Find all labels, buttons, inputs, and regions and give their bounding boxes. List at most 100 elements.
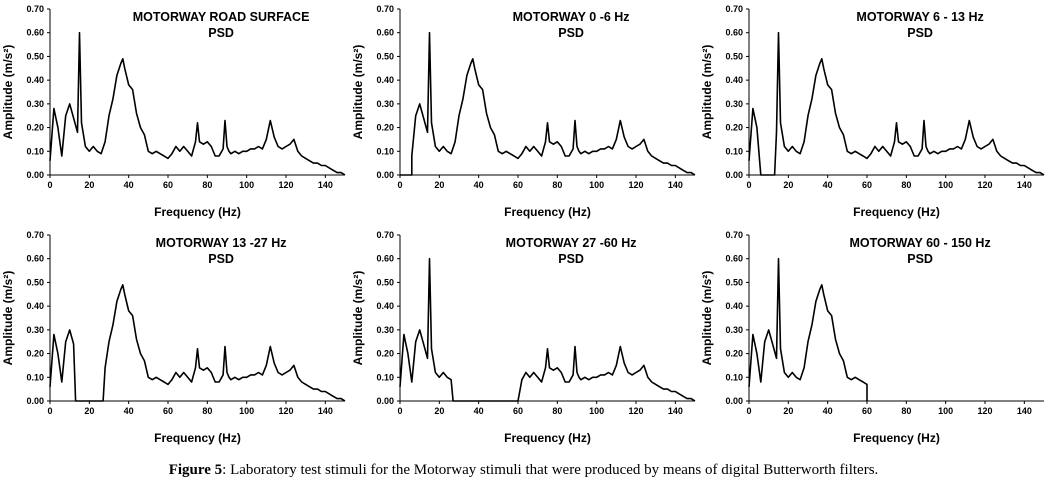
y-tick-label: 0.60	[376, 28, 394, 38]
figure-caption-text: : Laboratory test stimuli for the Motorw…	[222, 462, 879, 478]
x-tick-label: 0	[397, 406, 402, 416]
x-axis-label: Frequency (Hz)	[154, 431, 241, 445]
y-tick-label: 0.50	[376, 51, 394, 61]
psd-series-line	[49, 31, 346, 176]
x-tick-label: 40	[823, 406, 833, 416]
x-axis-label: Frequency (Hz)	[504, 205, 591, 219]
psd-series-line	[748, 31, 1045, 176]
y-tick-label: 0.70	[725, 230, 743, 240]
y-tick-label: 0.00	[26, 170, 44, 180]
psd-series-line	[400, 31, 696, 176]
x-tick-label: 100	[589, 406, 604, 416]
y-tick-label: 0.70	[725, 4, 743, 14]
y-tick-label: 0.30	[26, 99, 44, 109]
y-tick-label: 0.40	[376, 301, 394, 311]
y-tick-label: 0.20	[376, 123, 394, 133]
y-tick-label: 0.70	[26, 4, 44, 14]
x-tick-label: 40	[474, 406, 484, 416]
y-tick-label: 0.50	[26, 51, 44, 61]
x-tick-label: 20	[434, 180, 444, 190]
y-tick-label: 0.20	[26, 349, 44, 359]
x-tick-label: 120	[977, 180, 992, 190]
x-tick-label: 80	[901, 406, 911, 416]
x-tick-label: 100	[239, 180, 254, 190]
x-tick-label: 120	[977, 406, 992, 416]
y-tick-label: 0.60	[376, 254, 394, 264]
psd-series-line	[399, 257, 696, 402]
x-axis-label: Frequency (Hz)	[154, 205, 241, 219]
x-tick-label: 140	[1017, 180, 1032, 190]
x-tick-label: 100	[589, 180, 604, 190]
y-tick-label: 0.50	[725, 277, 743, 287]
x-tick-label: 40	[823, 180, 833, 190]
y-tick-label: 0.50	[725, 51, 743, 61]
y-tick-label: 0.00	[376, 170, 394, 180]
x-tick-label: 100	[938, 180, 953, 190]
x-tick-label: 120	[628, 180, 643, 190]
psd-series-line	[49, 284, 346, 402]
chart-subtitle: PSD	[907, 26, 933, 40]
y-tick-label: 0.70	[376, 4, 394, 14]
chart-subtitle: PSD	[907, 252, 933, 266]
y-tick-label: 0.60	[26, 254, 44, 264]
x-tick-label: 80	[552, 180, 562, 190]
y-tick-label: 0.00	[376, 396, 394, 406]
y-tick-label: 0.70	[26, 230, 44, 240]
x-tick-label: 120	[628, 406, 643, 416]
x-tick-label: 0	[47, 180, 52, 190]
x-tick-label: 80	[552, 406, 562, 416]
y-tick-label: 0.20	[26, 123, 44, 133]
x-tick-label: 20	[84, 406, 94, 416]
y-tick-label: 0.40	[725, 75, 743, 85]
figure-caption: Figure 5: Laboratory test stimuli for th…	[0, 462, 1047, 479]
y-tick-label: 0.70	[376, 230, 394, 240]
y-tick-label: 0.10	[26, 146, 44, 156]
psd-chart-3: 0.00 0.10 0.20 0.30 0.40 0.50 0.60 0.70 0 20 40 60 8…	[700, 4, 1045, 219]
chart-subtitle: PSD	[558, 26, 584, 40]
chart-title: MOTORWAY 60 - 150 Hz	[849, 236, 990, 250]
x-tick-label: 60	[513, 406, 523, 416]
chart-subtitle: PSD	[208, 26, 234, 40]
y-axis-label: Amplitude (m/s²)	[700, 45, 714, 140]
x-tick-label: 0	[47, 406, 52, 416]
x-axis-label: Frequency (Hz)	[853, 205, 940, 219]
x-axis-label: Frequency (Hz)	[504, 431, 591, 445]
x-tick-label: 140	[668, 406, 683, 416]
x-tick-label: 60	[513, 180, 523, 190]
chart-title: MOTORWAY 27 -60 Hz	[506, 236, 637, 250]
y-tick-label: 0.10	[725, 372, 743, 382]
y-axis-label: Amplitude (m/s²)	[351, 45, 365, 140]
y-tick-label: 0.00	[26, 396, 44, 406]
psd-chart-grid: 0.00 0.10 0.20 0.30 0.40 0.50 0.60 0.70 0 20 40 60 8…	[1, 4, 1045, 445]
y-tick-label: 0.20	[376, 349, 394, 359]
y-tick-label: 0.60	[725, 28, 743, 38]
y-tick-label: 0.10	[26, 372, 44, 382]
y-axis-label: Amplitude (m/s²)	[1, 271, 15, 366]
chart-title: MOTORWAY 13 -27 Hz	[156, 236, 287, 250]
y-tick-label: 0.20	[725, 349, 743, 359]
x-tick-label: 80	[202, 406, 212, 416]
x-tick-label: 60	[163, 406, 173, 416]
x-tick-label: 0	[746, 180, 751, 190]
x-tick-label: 20	[783, 180, 793, 190]
x-tick-label: 0	[746, 406, 751, 416]
y-tick-label: 0.40	[26, 301, 44, 311]
y-tick-label: 0.10	[376, 372, 394, 382]
x-tick-label: 80	[202, 180, 212, 190]
x-tick-label: 40	[124, 180, 134, 190]
x-tick-label: 20	[84, 180, 94, 190]
x-tick-label: 0	[397, 180, 402, 190]
psd-chart-6: 0.00 0.10 0.20 0.30 0.40 0.50 0.60 0.70 0 20 40 60 8…	[700, 230, 1044, 445]
y-tick-label: 0.20	[725, 123, 743, 133]
x-tick-label: 100	[239, 406, 254, 416]
chart-title: MOTORWAY 0 -6 Hz	[513, 10, 630, 24]
y-axis-label: Amplitude (m/s²)	[1, 45, 15, 140]
x-tick-label: 60	[862, 406, 872, 416]
chart-title: MOTORWAY 6 - 13 Hz	[856, 10, 983, 24]
x-tick-label: 140	[318, 180, 333, 190]
x-tick-label: 80	[901, 180, 911, 190]
y-tick-label: 0.60	[725, 254, 743, 264]
x-tick-label: 40	[474, 180, 484, 190]
psd-chart-1: 0.00 0.10 0.20 0.30 0.40 0.50 0.60 0.70 0 20 40 60 8…	[1, 4, 346, 219]
chart-subtitle: PSD	[558, 252, 584, 266]
